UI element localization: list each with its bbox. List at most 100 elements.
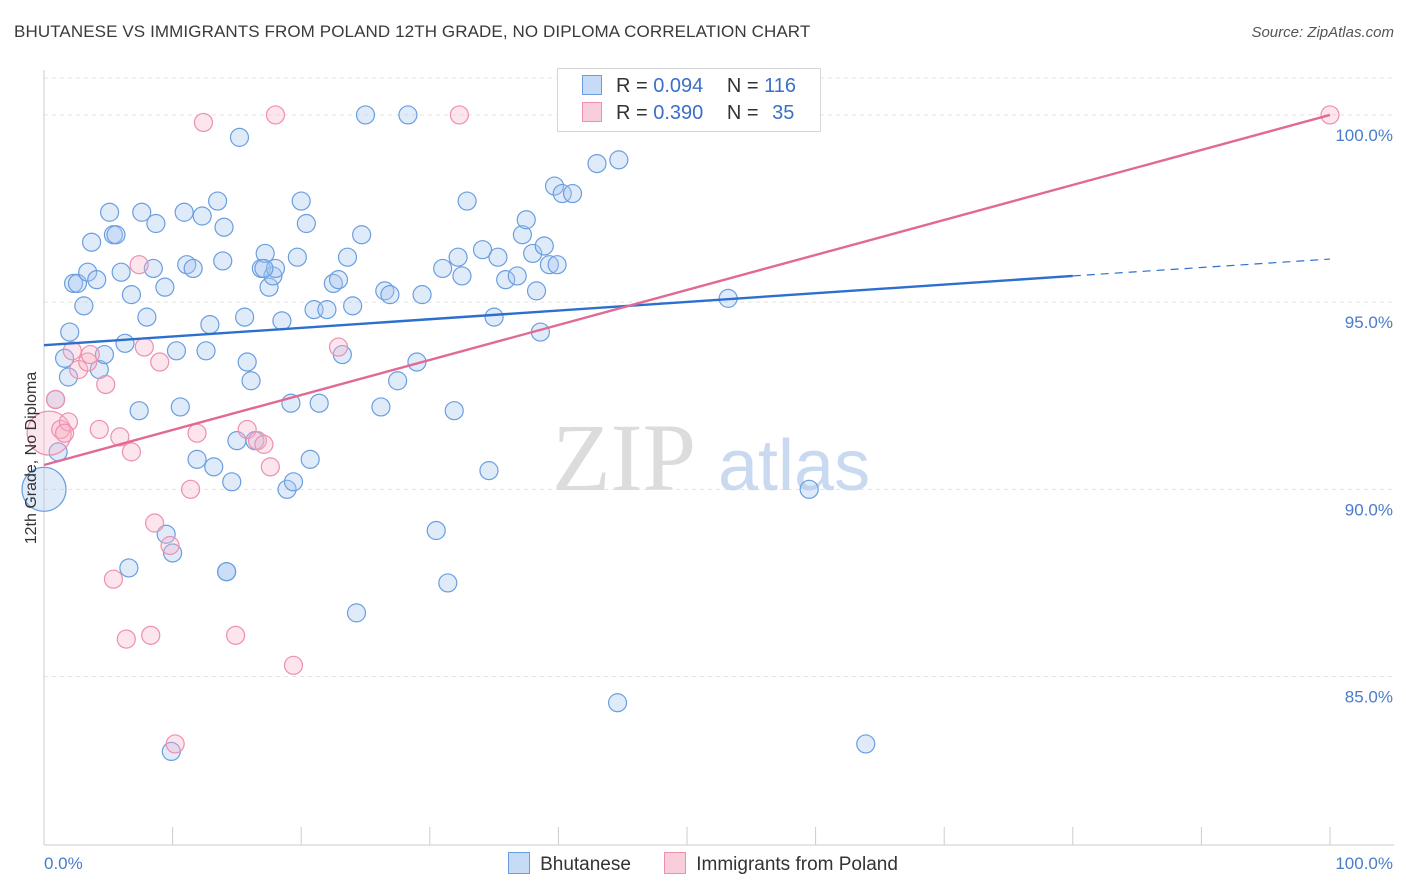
legend-item-bhutanese[interactable]: Bhutanese: [508, 852, 631, 876]
stats-legend-row-poland: R = 0.390 N = 35: [582, 102, 794, 126]
point-poland: [96, 374, 116, 395]
point-bhutanese: [143, 258, 163, 279]
point-bhutanese: [58, 367, 79, 387]
point-bhutanese: [607, 693, 628, 713]
point-bhutanese: [214, 217, 234, 237]
point-poland: [226, 625, 246, 645]
point-bhutanese: [192, 206, 212, 226]
y-tick-labels: 100.0% 95.0% 90.0% 85.0%: [1335, 126, 1393, 707]
n-value-bhutanese: 116: [764, 75, 797, 97]
point-bhutanese: [217, 562, 237, 582]
trend-line-bhutanese: [43, 274, 1073, 347]
x-tick-labels: 0.0% 100.0%: [44, 854, 1393, 873]
watermark-zip: ZIP: [552, 404, 696, 511]
trend-line-poland: [43, 113, 1331, 467]
point-bhutanese: [799, 479, 819, 499]
point-bhutanese: [323, 273, 343, 294]
point-bhutanese: [174, 202, 194, 222]
point-poland: [51, 419, 71, 440]
stats-legend: R = 0.094 N = 116 R = 0.390 N = 35: [557, 68, 821, 132]
point-bhutanese: [539, 255, 559, 275]
point-bhutanese: [163, 543, 183, 563]
y-tick-label: 85.0%: [1345, 688, 1393, 707]
point-poland: [165, 734, 185, 754]
point-bhutanese: [371, 397, 391, 417]
point-bhutanese: [523, 243, 543, 264]
point-bhutanese: [291, 191, 311, 211]
legend-swatch-bhutanese: [582, 75, 602, 95]
chart-title: BHUTANESE VS IMMIGRANTS FROM POLAND 12TH…: [14, 22, 811, 41]
point-bhutanese: [444, 401, 464, 421]
point-bhutanese: [380, 285, 400, 305]
point-bhutanese: [309, 393, 329, 413]
point-bhutanese: [87, 270, 107, 290]
point-bhutanese: [496, 270, 516, 290]
point-poland: [328, 337, 349, 357]
point-bhutanese: [516, 210, 536, 230]
point-bhutanese: [272, 311, 292, 331]
series-legend: Bhutanese Immigrants from Poland: [0, 852, 1406, 876]
y-tick-label: 90.0%: [1345, 500, 1393, 519]
point-bhutanese: [204, 457, 224, 477]
point-bhutanese: [111, 262, 131, 282]
r-value-bhutanese: 0.094: [653, 75, 704, 97]
point-bhutanese: [183, 258, 203, 279]
n-label: N =: [726, 102, 759, 124]
point-bhutanese: [121, 285, 142, 305]
y-tick-label: 100.0%: [1335, 126, 1393, 145]
point-poland: [62, 341, 82, 361]
point-bhutanese: [352, 225, 372, 245]
y-axis-label: 12th Grade, No Diploma: [23, 372, 40, 545]
point-bhutanese: [328, 270, 349, 290]
point-bhutanese: [375, 281, 395, 301]
stats-legend-row-bhutanese: R = 0.094 N = 116: [582, 75, 796, 99]
point-bhutanese: [552, 183, 572, 204]
point-bhutanese: [265, 258, 286, 279]
point-bhutanese: [507, 266, 527, 286]
y-tick-label: 95.0%: [1345, 313, 1393, 332]
point-bhutanese: [119, 558, 139, 578]
point-bhutanese: [129, 401, 149, 421]
point-bhutanese: [398, 105, 418, 125]
point-bhutanese: [196, 341, 216, 361]
watermark-atlas: atlas: [718, 426, 870, 506]
point-poland: [160, 535, 180, 556]
point-poland: [110, 427, 130, 447]
point-poland: [187, 423, 207, 443]
point-bhutanese: [255, 243, 275, 264]
legend-swatch-poland: [582, 102, 602, 122]
point-poland: [254, 434, 274, 454]
point-poland: [141, 625, 161, 645]
point-bhutanese: [166, 341, 187, 361]
point-bhutanese: [137, 307, 157, 327]
point-bhutanese: [99, 202, 120, 222]
point-bhutanese: [283, 472, 304, 492]
point-bhutanese: [222, 472, 242, 492]
point-poland: [193, 112, 214, 133]
point-bhutanese: [21, 466, 67, 512]
point-bhutanese: [106, 225, 126, 245]
point-bhutanese: [544, 176, 565, 196]
point-bhutanese: [343, 296, 363, 316]
point-bhutanese: [60, 322, 80, 342]
point-poland: [134, 337, 154, 357]
point-bhutanese: [115, 333, 135, 353]
point-bhutanese: [426, 520, 446, 541]
legend-label-bhutanese: Bhutanese: [540, 854, 631, 875]
point-poland: [89, 419, 109, 440]
point-bhutanese: [457, 191, 477, 211]
r-label: R =: [616, 102, 648, 124]
point-bhutanese: [54, 348, 75, 368]
point-poland: [121, 442, 142, 462]
point-bhutanese: [488, 247, 508, 267]
point-bhutanese: [187, 449, 207, 469]
point-bhutanese: [237, 352, 257, 372]
legend-item-poland[interactable]: Immigrants from Poland: [664, 852, 898, 876]
point-bhutanese: [300, 449, 320, 469]
point-poland: [116, 629, 136, 649]
point-bhutanese: [170, 397, 190, 417]
legend-label-poland: Immigrants from Poland: [696, 854, 898, 875]
point-bhutanese: [235, 307, 255, 327]
point-bhutanese: [346, 603, 367, 623]
point-bhutanese: [132, 202, 152, 222]
